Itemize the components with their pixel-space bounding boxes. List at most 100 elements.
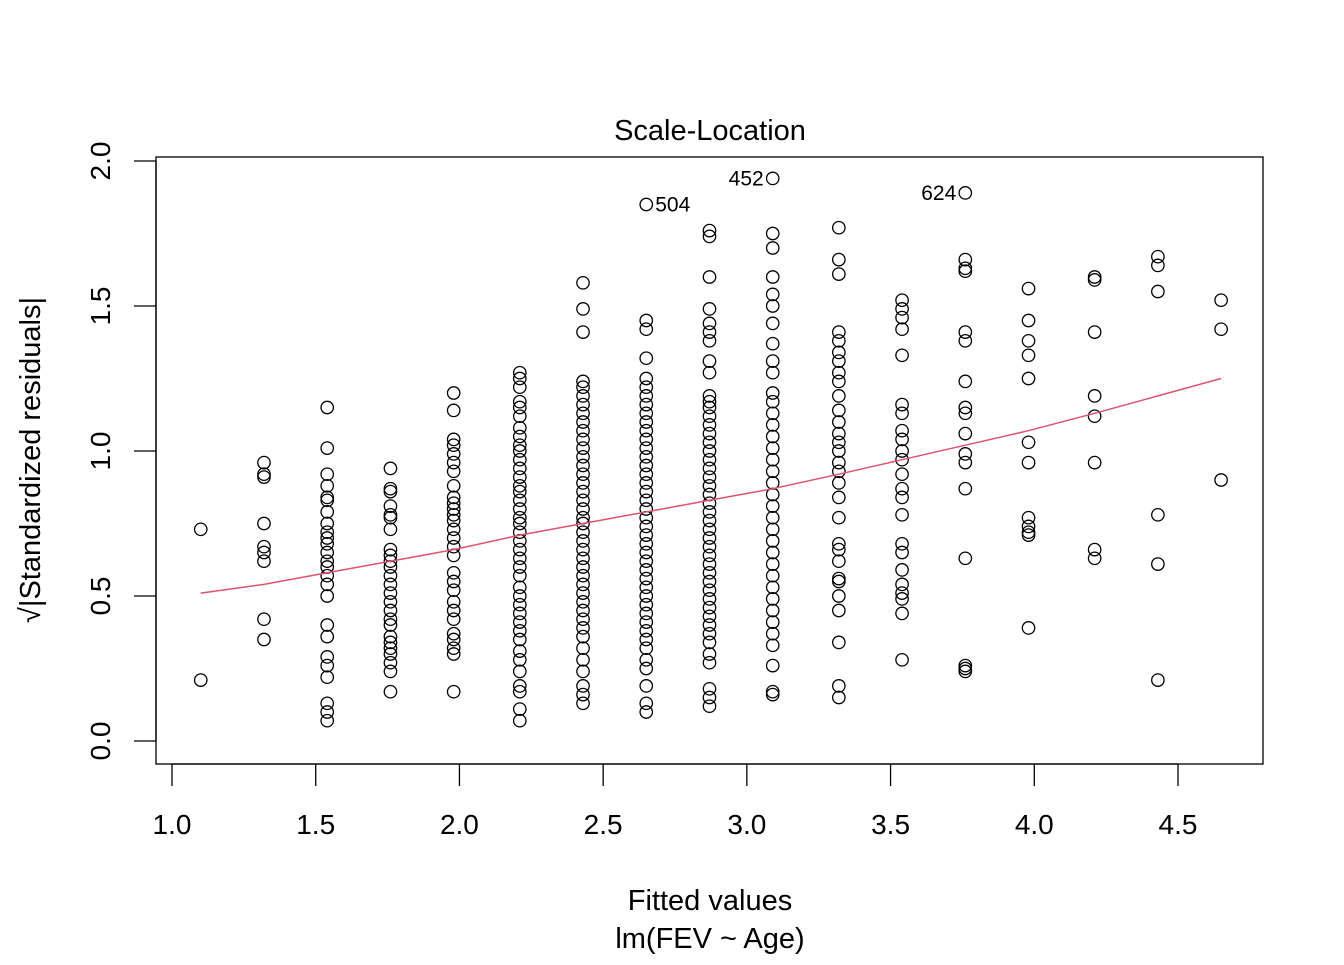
data-point (831, 510, 846, 525)
data-point (702, 400, 717, 415)
data-point (576, 493, 590, 508)
data-point (446, 478, 461, 493)
data-point (383, 586, 398, 600)
data-point (639, 406, 654, 421)
data-point (702, 426, 717, 441)
data-point (702, 452, 717, 467)
data-point (831, 603, 846, 618)
data-point (383, 629, 398, 644)
data-point (958, 661, 973, 676)
data-point (765, 615, 780, 629)
data-point (765, 499, 780, 513)
data-point (576, 432, 590, 447)
data-point (639, 351, 654, 366)
data-point (958, 406, 973, 421)
data-point (576, 458, 590, 473)
smoother-line (200, 377, 1222, 594)
data-point (320, 467, 335, 482)
data-point (512, 400, 527, 415)
data-point (702, 583, 717, 598)
x-tick-label: 4.0 (1015, 809, 1054, 840)
data-point (512, 452, 527, 467)
data-point (702, 548, 717, 563)
data-point (702, 557, 717, 571)
y-tick-label: 2.0 (85, 142, 116, 181)
data-point (639, 467, 654, 482)
data-point (639, 606, 654, 621)
data-point (320, 441, 335, 455)
data-point (831, 333, 846, 348)
data-point (383, 618, 398, 632)
data-point (702, 690, 717, 705)
data-point (895, 481, 909, 496)
data-point (576, 629, 590, 644)
data-point (765, 464, 780, 479)
data-point (702, 600, 717, 615)
data-point (702, 478, 717, 493)
data-point (958, 455, 973, 470)
data-point (765, 568, 780, 583)
data-point (446, 531, 461, 545)
data-point (702, 635, 717, 650)
data-point (958, 261, 973, 276)
data-point (639, 580, 654, 595)
data-point (831, 635, 846, 650)
y-axis: 0.0 0.5 1.0 1.5 2.0 (85, 142, 157, 760)
data-point (639, 449, 654, 464)
data-point (1214, 322, 1228, 337)
data-point (576, 516, 590, 531)
data-point (958, 374, 973, 389)
data-point (1151, 557, 1165, 571)
data-point (512, 606, 527, 621)
data-point (320, 531, 335, 545)
data-point (831, 435, 846, 450)
data-point (765, 287, 780, 302)
data-point (446, 455, 461, 470)
data-point (1021, 621, 1036, 635)
data-point (1021, 313, 1036, 328)
data-point (765, 316, 780, 331)
x-tick-label: 1.5 (296, 809, 335, 840)
data-point (1151, 249, 1165, 264)
data-point (639, 536, 654, 551)
data-point (831, 464, 846, 479)
data-point (383, 612, 398, 627)
data-point (320, 490, 335, 505)
data-point (831, 415, 846, 429)
data-point (765, 171, 780, 186)
data-point (702, 461, 717, 476)
data-point (576, 467, 590, 482)
data-point (639, 696, 654, 711)
data-point (702, 389, 717, 403)
data-point (1087, 389, 1102, 403)
y-tick-label: 1.5 (85, 287, 116, 326)
data-point (383, 664, 398, 679)
data-point (320, 525, 335, 540)
data-point (639, 652, 654, 667)
data-point (383, 510, 398, 525)
data-point (576, 560, 590, 574)
data-point (446, 574, 461, 589)
data-point (639, 476, 654, 490)
data-point (320, 670, 335, 685)
data-point (576, 406, 590, 421)
data-point (512, 684, 527, 699)
data-point (383, 647, 398, 661)
data-point (512, 525, 527, 540)
data-point (1021, 528, 1036, 542)
data-point (512, 652, 527, 667)
data-point (639, 641, 654, 656)
data-point (831, 536, 846, 551)
data-point (765, 638, 780, 653)
data-point (639, 371, 654, 386)
data-point (831, 426, 846, 441)
point-annotations: 504 452 624 (655, 167, 956, 216)
data-point (512, 502, 527, 516)
data-point (257, 545, 271, 560)
data-point (702, 435, 717, 450)
data-point (702, 354, 717, 368)
data-point (895, 536, 909, 551)
data-point (576, 542, 590, 557)
data-point (702, 522, 717, 537)
data-point (639, 545, 654, 560)
